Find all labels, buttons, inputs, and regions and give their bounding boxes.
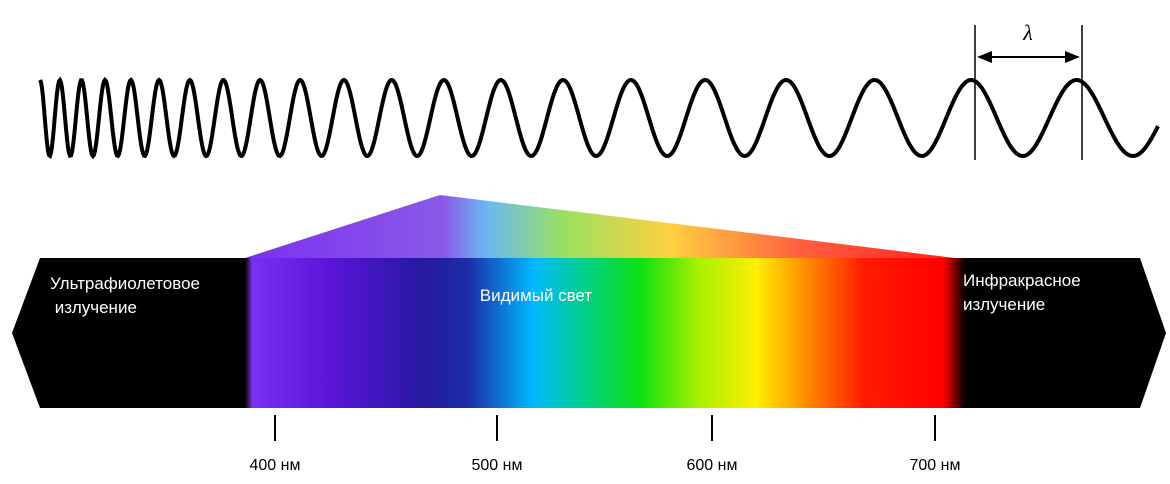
tick-label: 600 нм <box>687 457 738 474</box>
wave <box>38 76 1160 160</box>
visible-spectrum <box>242 258 965 408</box>
visible-fan <box>245 195 955 258</box>
uv-label: Ультрафиолетовое излучение <box>50 274 205 317</box>
tick-label: 400 нм <box>250 457 301 474</box>
visible-label: Видимый свет <box>480 286 593 305</box>
lambda-label: λ <box>1022 20 1033 45</box>
ir-label: Инфракрасное излучение <box>963 271 1085 314</box>
tick-label: 700 нм <box>910 457 961 474</box>
tick-label: 500 нм <box>472 457 523 474</box>
